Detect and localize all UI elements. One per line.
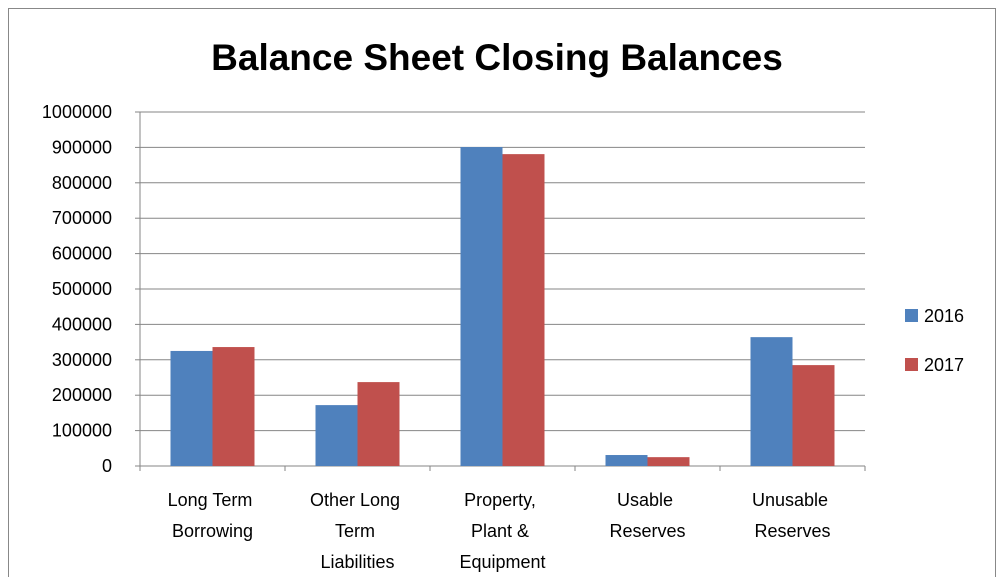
bar bbox=[357, 382, 400, 466]
legend-label: 2016 bbox=[924, 306, 964, 326]
bar bbox=[212, 347, 255, 466]
bar bbox=[315, 405, 358, 466]
y-tick-label: 200000 bbox=[52, 385, 112, 405]
bar bbox=[605, 455, 648, 466]
y-tick-label: 900000 bbox=[52, 137, 112, 157]
bar bbox=[460, 147, 503, 466]
bar bbox=[170, 350, 213, 466]
x-tick-label: Unusable Reserves bbox=[752, 490, 833, 541]
y-tick-label: 300000 bbox=[52, 350, 112, 370]
chart-title: Balance Sheet Closing Balances bbox=[211, 37, 783, 78]
y-tick-label: 1000000 bbox=[42, 102, 112, 122]
y-tick-label: 0 bbox=[102, 456, 112, 476]
legend-label: 2017 bbox=[924, 355, 964, 375]
y-tick-label: 600000 bbox=[52, 244, 112, 264]
y-tick-label: 500000 bbox=[52, 279, 112, 299]
bar bbox=[647, 457, 690, 466]
x-tick-label: Other Long Term Liabilities bbox=[310, 490, 405, 572]
y-tick-label: 400000 bbox=[52, 314, 112, 334]
x-tick-label: Long Term Borrowing bbox=[168, 490, 258, 541]
bar bbox=[792, 365, 835, 466]
legend-swatch bbox=[905, 309, 918, 322]
legend-swatch bbox=[905, 358, 918, 371]
y-tick-label: 700000 bbox=[52, 208, 112, 228]
y-tick-label: 800000 bbox=[52, 173, 112, 193]
bar bbox=[502, 154, 545, 466]
y-tick-label: 100000 bbox=[52, 421, 112, 441]
x-tick-label: Property, Plant & Equipment bbox=[459, 490, 545, 572]
x-tick-label: Usable Reserves bbox=[609, 490, 685, 541]
bar bbox=[750, 337, 793, 466]
